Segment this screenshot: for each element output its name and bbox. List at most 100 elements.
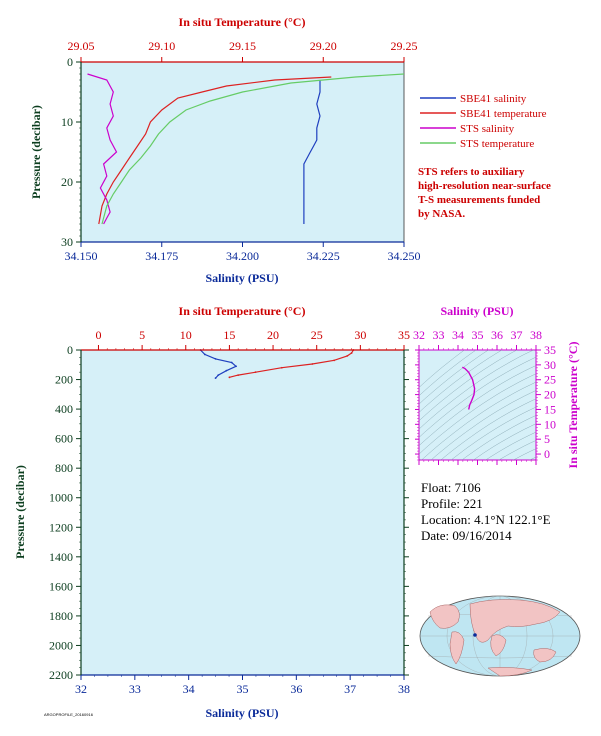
bottom-series-salinity xyxy=(200,349,238,379)
bottom-point-salinity xyxy=(235,365,237,368)
ts-salinity-tick-label: 35 xyxy=(472,328,484,342)
bottom-point-temperature xyxy=(311,363,314,365)
top-series-sbe41-temperature xyxy=(98,76,332,225)
bottom-pressure-tick-label: 200 xyxy=(55,373,73,387)
ts-temperature-axis-title: In situ Temperature (°C) xyxy=(566,342,580,469)
float-info: Float: 7106 Profile: 221 Location: 4.1°N… xyxy=(421,480,551,543)
bottom-salinity-tick-label: 38 xyxy=(398,682,410,696)
bottom-pressure-axis-title: Pressure (decibar) xyxy=(13,465,27,559)
top-temperature-tick-label: 29.20 xyxy=(310,39,337,53)
ts-isopycnal xyxy=(513,448,536,460)
bottom-point-salinity xyxy=(217,374,220,377)
bottom-point-salinity xyxy=(203,353,206,356)
sts-note-line-4: by NASA. xyxy=(418,208,465,220)
top-salinity-tick-label: 34.175 xyxy=(145,249,178,263)
ts-isopycnal xyxy=(419,350,518,421)
ts-salinity-axis-title: Salinity (PSU) xyxy=(440,304,513,318)
bottom-pressure-tick-label: 400 xyxy=(55,402,73,416)
bottom-chart: 0200400600800100012001400160018002000220… xyxy=(13,304,410,720)
ts-series-line xyxy=(461,366,476,410)
ts-isopycnal xyxy=(419,350,489,405)
bottom-point-temperature xyxy=(333,359,336,362)
bottom-pressure-tick-label: 0 xyxy=(67,343,73,357)
ts-isopycnal xyxy=(419,356,536,438)
sts-note-line-1: STS refers to auxiliary xyxy=(418,166,525,178)
bottom-pressure-tick-label: 600 xyxy=(55,432,73,446)
top-series-sts-salinity xyxy=(87,73,118,225)
top-salinity-tick-label: 34.200 xyxy=(226,249,259,263)
bottom-salinity-tick-label: 34 xyxy=(183,682,195,696)
bottom-point-salinity xyxy=(230,361,233,364)
ts-isopycnal xyxy=(421,381,536,460)
bottom-salinity-tick-label: 35 xyxy=(237,682,249,696)
bottom-pressure-tick-label: 1800 xyxy=(49,609,73,623)
bottom-temperature-tick-label: 30 xyxy=(354,328,366,342)
top-pressure-tick-label: 30 xyxy=(61,235,73,249)
top-salinity-tick-label: 34.250 xyxy=(388,249,421,263)
ts-isopycnal xyxy=(430,390,536,460)
top-temperature-tick-label: 29.10 xyxy=(148,39,175,53)
ts-temperature-tick-label: 0 xyxy=(544,447,550,461)
ts-temperature-tick-label: 20 xyxy=(544,388,556,402)
bottom-pressure-tick-label: 1400 xyxy=(49,550,73,564)
ts-salinity-tick-label: 36 xyxy=(491,328,503,342)
legend: SBE41 salinity SBE41 temperature STS sal… xyxy=(420,93,547,150)
top-salinity-tick-label: 34.150 xyxy=(65,249,98,263)
legend-label-sts-salinity: STS salinity xyxy=(460,123,515,135)
bottom-pressure-tick-label: 1200 xyxy=(49,520,73,534)
bottom-temperature-tick-label: 5 xyxy=(139,328,145,342)
bottom-temperature-tick-label: 35 xyxy=(398,328,410,342)
ts-isopycnal xyxy=(419,350,477,396)
sts-note-line-2: high-resolution near-surface xyxy=(418,180,551,192)
ts-salinity-tick-label: 38 xyxy=(530,328,542,342)
bottom-point-salinity xyxy=(214,377,217,379)
top-temperature-tick-label: 29.25 xyxy=(391,39,418,53)
top-pressure-axis-title: Pressure (decibar) xyxy=(29,105,43,199)
top-salinity-axis-title: Salinity (PSU) xyxy=(205,271,278,285)
top-temperature-axis-title: In situ Temperature (°C) xyxy=(179,15,306,29)
top-pressure-tick-label: 0 xyxy=(67,55,73,69)
bottom-point-temperature xyxy=(228,376,231,379)
ts-isopycnal xyxy=(485,431,536,460)
ts-isopycnal xyxy=(440,398,536,460)
ts-isopycnal xyxy=(419,365,536,446)
location: Location: 4.1°N 122.1°E xyxy=(421,512,551,527)
bottom-temperature-tick-label: 20 xyxy=(267,328,279,342)
bottom-pressure-tick-label: 1600 xyxy=(49,579,73,593)
bottom-salinity-tick-label: 37 xyxy=(344,682,356,696)
bottom-temperature-tick-label: 25 xyxy=(311,328,323,342)
sts-note: STS refers to auxiliary high-resolution … xyxy=(418,166,551,220)
ts-isopycnal xyxy=(473,423,536,460)
bottom-point-salinity xyxy=(225,369,228,372)
date: Date: 09/16/2014 xyxy=(421,528,512,543)
legend-label-sts-temperature: STS temperature xyxy=(460,138,534,150)
world-map xyxy=(419,595,581,677)
ts-temperature-tick-label: 25 xyxy=(544,373,556,387)
top-series-sts-temperature xyxy=(101,73,405,225)
ts-isopycnal xyxy=(419,350,534,430)
ts-salinity-tick-label: 32 xyxy=(413,328,425,342)
map-continents xyxy=(429,599,561,677)
bottom-salinity-tick-label: 33 xyxy=(129,682,141,696)
ts-salinity-tick-label: 33 xyxy=(433,328,445,342)
profile-number: Profile: 221 xyxy=(421,496,483,511)
ts-isopycnal xyxy=(461,415,536,460)
top-pressure-tick-label: 20 xyxy=(61,175,73,189)
bottom-pressure-tick-label: 2000 xyxy=(49,638,73,652)
ts-isopycnal xyxy=(419,350,465,388)
bottom-temperature-tick-label: 0 xyxy=(95,328,101,342)
bottom-temperature-tick-label: 15 xyxy=(223,328,235,342)
bottom-point-temperature xyxy=(254,371,257,374)
top-pressure-tick-label: 10 xyxy=(61,115,73,129)
float-location-marker xyxy=(473,633,477,637)
bottom-salinity-tick-label: 36 xyxy=(290,682,302,696)
bottom-point-salinity xyxy=(214,357,217,360)
top-salinity-tick-label: 34.225 xyxy=(307,249,340,263)
ts-temperature-tick-label: 15 xyxy=(544,402,556,416)
bottom-pressure-tick-label: 800 xyxy=(55,461,73,475)
ts-isopycnal xyxy=(419,373,536,455)
bottom-pressure-tick-label: 2200 xyxy=(49,668,73,682)
bottom-point-temperature xyxy=(350,352,353,354)
